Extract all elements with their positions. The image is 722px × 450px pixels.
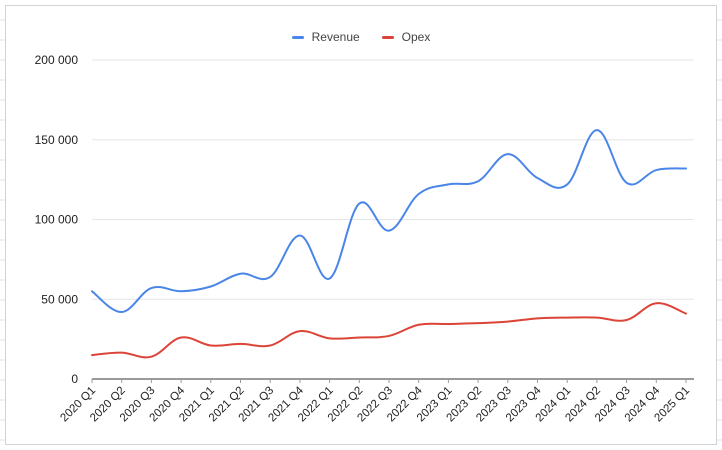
series-line-opex: [91, 302, 687, 359]
chart-container[interactable]: Revenue Opex 0 50 000 100 000 150 000 200 00…: [5, 5, 717, 445]
y-tick-label: 50 000: [41, 292, 78, 306]
y-tick-label: 200 000: [35, 53, 79, 67]
y-tick-label: 0: [71, 372, 78, 386]
legend-swatch-opex: [381, 35, 394, 39]
series-line-revenue: [91, 129, 687, 314]
legend-item-opex[interactable]: Opex: [381, 30, 431, 44]
legend-swatch-revenue: [291, 35, 304, 39]
legend-label-revenue: Revenue: [311, 30, 360, 44]
legend-label-opex: Opex: [401, 30, 431, 44]
legend-item-revenue[interactable]: Revenue: [291, 30, 360, 44]
y-tick-label: 100 000: [35, 213, 79, 227]
chart-legend: Revenue Opex: [6, 30, 716, 44]
y-tick-label: 150 000: [35, 133, 79, 147]
